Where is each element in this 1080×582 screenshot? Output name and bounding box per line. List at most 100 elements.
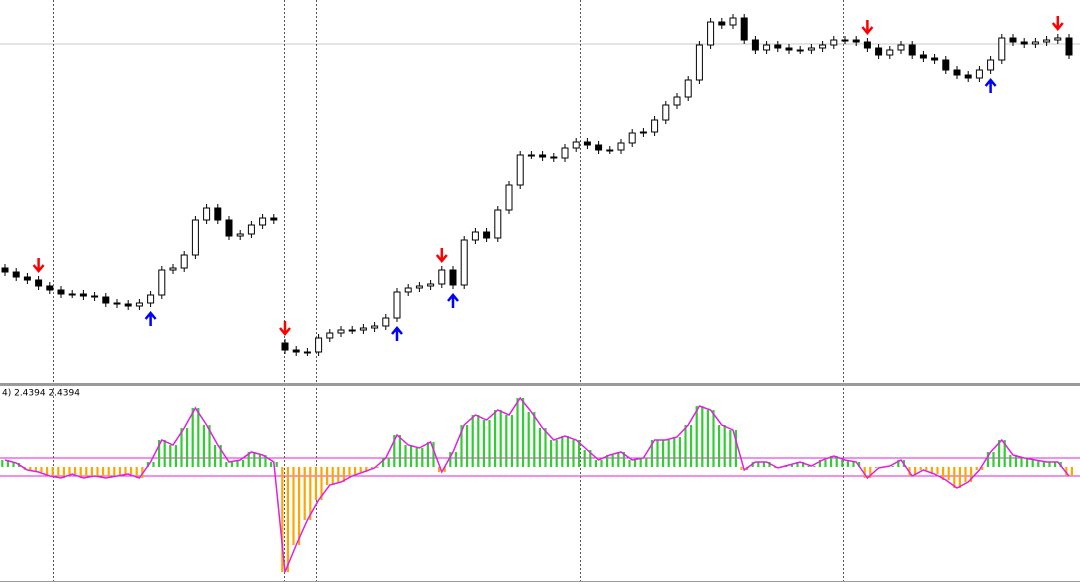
histogram-bar bbox=[1048, 462, 1051, 467]
candle-body bbox=[191, 219, 199, 256]
histogram-bar bbox=[527, 412, 530, 467]
histogram-bar bbox=[522, 398, 525, 467]
candle-body bbox=[931, 57, 939, 61]
histogram-bar bbox=[1031, 460, 1034, 467]
histogram-bar bbox=[169, 445, 172, 467]
candle-body bbox=[606, 149, 614, 152]
histogram-bar bbox=[628, 460, 631, 467]
histogram-bar bbox=[706, 410, 709, 467]
histogram-bar bbox=[835, 456, 838, 467]
histogram-bar bbox=[410, 445, 413, 467]
histogram-bar bbox=[662, 440, 665, 467]
histogram-bar bbox=[846, 460, 849, 467]
histogram-bar bbox=[891, 466, 894, 467]
buy-arrow bbox=[447, 293, 459, 308]
candle-body bbox=[91, 295, 99, 298]
histogram-bar bbox=[690, 425, 693, 467]
histogram-bar bbox=[79, 467, 82, 478]
histogram-bar bbox=[986, 452, 989, 467]
sell-arrow bbox=[279, 321, 291, 336]
candle-body bbox=[897, 44, 905, 51]
histogram-bar bbox=[230, 462, 233, 467]
candle-body bbox=[998, 37, 1006, 61]
histogram-bar bbox=[46, 467, 49, 476]
histogram-bar bbox=[225, 462, 228, 467]
histogram-bar bbox=[382, 458, 385, 467]
candle-body bbox=[807, 47, 815, 51]
candle-body bbox=[79, 293, 87, 297]
candle-body bbox=[852, 39, 860, 43]
histogram-bar bbox=[466, 425, 469, 467]
histogram-bar bbox=[135, 467, 138, 478]
histogram-bar bbox=[718, 425, 721, 467]
histogram-bar bbox=[107, 467, 110, 478]
histogram-bar bbox=[365, 467, 368, 472]
candle-body bbox=[572, 141, 580, 149]
candle-body bbox=[774, 44, 782, 49]
histogram-bar bbox=[561, 436, 564, 467]
histogram-bar bbox=[1054, 462, 1057, 467]
histogram-bar bbox=[331, 467, 334, 485]
histogram-bar bbox=[914, 467, 917, 476]
histogram-bar bbox=[533, 412, 536, 467]
histogram-bar bbox=[600, 460, 603, 467]
histogram-bar bbox=[12, 463, 15, 467]
histogram-bar bbox=[253, 452, 256, 467]
histogram-bar bbox=[897, 460, 900, 467]
histogram-bar bbox=[762, 462, 765, 467]
candle-body bbox=[180, 254, 188, 269]
sell-arrow bbox=[435, 248, 448, 263]
candle-body bbox=[763, 44, 771, 51]
histogram-bar bbox=[998, 440, 1001, 467]
candle-body bbox=[919, 54, 927, 59]
histogram-bar bbox=[214, 445, 217, 467]
histogram-bar bbox=[247, 452, 250, 467]
candle-body bbox=[214, 207, 222, 221]
histogram-bar bbox=[617, 452, 620, 467]
histogram-bar bbox=[258, 455, 261, 467]
histogram-bar bbox=[734, 430, 737, 467]
candle-body bbox=[46, 285, 54, 291]
histogram-bar bbox=[970, 467, 973, 482]
histogram-bar bbox=[191, 408, 194, 467]
histogram-bar bbox=[426, 442, 429, 467]
candle-body bbox=[505, 184, 513, 211]
histogram-bar bbox=[639, 458, 642, 467]
candle-body bbox=[225, 219, 233, 237]
histogram-bar bbox=[359, 467, 362, 472]
histogram-bar bbox=[29, 467, 32, 470]
candle-body bbox=[449, 269, 457, 286]
histogram-bar bbox=[219, 445, 222, 467]
histogram-bar bbox=[68, 467, 71, 474]
candle-body bbox=[975, 69, 983, 79]
histogram-bar bbox=[186, 428, 189, 467]
histogram-bar bbox=[85, 467, 88, 478]
candle-body bbox=[595, 144, 603, 151]
histogram-bar bbox=[1042, 462, 1045, 467]
histogram-bar bbox=[477, 415, 480, 467]
histogram-bar bbox=[1009, 455, 1012, 467]
candle-body bbox=[516, 154, 524, 186]
histogram-bar bbox=[130, 467, 133, 474]
histogram-bar bbox=[482, 420, 485, 467]
histogram-bar bbox=[578, 440, 581, 467]
histogram-bar bbox=[858, 462, 861, 467]
candle-body bbox=[751, 39, 759, 51]
histogram-bar bbox=[146, 462, 149, 467]
candle-body bbox=[247, 224, 255, 235]
histogram-bar bbox=[953, 467, 956, 488]
histogram-bar bbox=[74, 467, 77, 474]
histogram-bar bbox=[684, 425, 687, 467]
candle-body bbox=[863, 41, 871, 49]
histogram-line bbox=[4, 396, 1070, 573]
histogram-bar bbox=[158, 440, 161, 467]
histogram-bar bbox=[202, 425, 205, 467]
histogram-bar bbox=[1070, 467, 1073, 476]
histogram-bar bbox=[544, 428, 547, 467]
histogram-bar bbox=[589, 450, 592, 467]
histogram-bar bbox=[40, 467, 43, 472]
histogram-bar bbox=[398, 435, 401, 467]
candle-body bbox=[292, 349, 300, 353]
